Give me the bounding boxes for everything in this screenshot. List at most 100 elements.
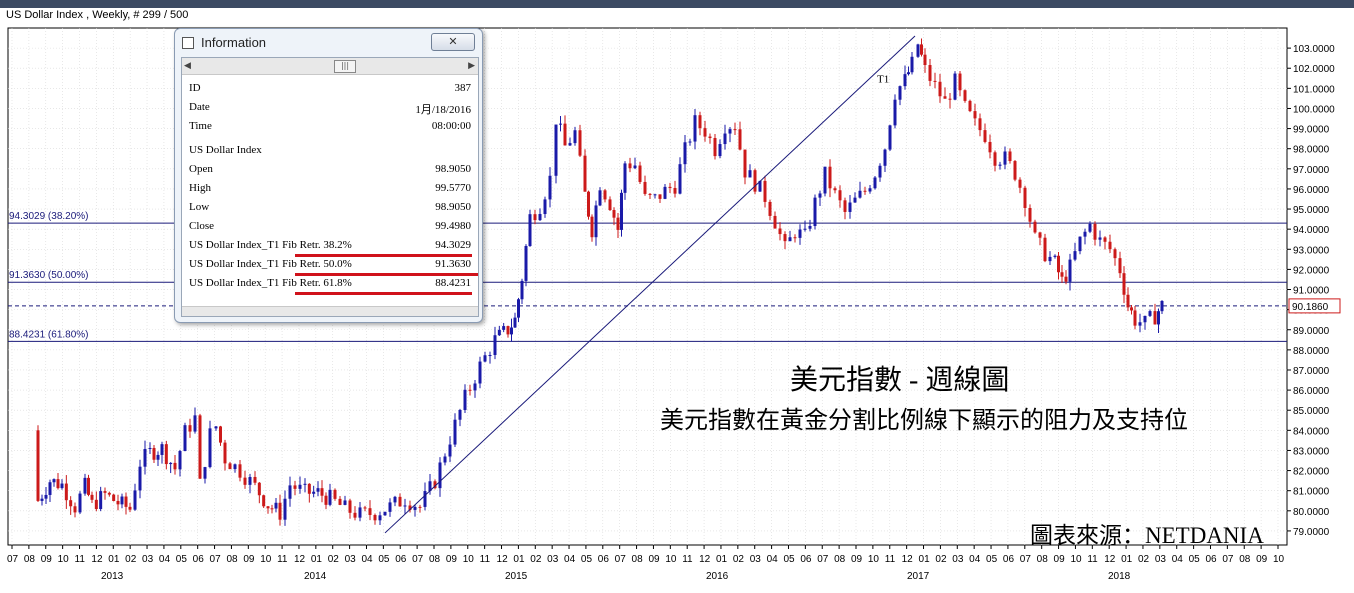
candle-body: [907, 72, 910, 75]
candle-body: [262, 495, 266, 507]
candle-body: [988, 141, 992, 153]
candle-body: [178, 451, 182, 470]
candle-body: [44, 494, 48, 499]
candle-body: [808, 225, 812, 229]
candle-body: [468, 389, 472, 391]
scroll-right-icon[interactable]: ▶: [468, 61, 475, 71]
candle-body: [678, 164, 682, 194]
candle-body: [903, 74, 907, 87]
candle-body: [228, 463, 232, 470]
candle-body: [603, 190, 607, 200]
x-month-label: 05: [783, 554, 795, 565]
candle-body: [823, 166, 827, 194]
x-month-label: 09: [1256, 554, 1268, 565]
info-row-value: 1月/18/2016: [415, 104, 471, 116]
candle-body: [853, 197, 857, 203]
x-month-label: 07: [615, 554, 627, 565]
x-month-label: 09: [1054, 554, 1066, 565]
x-month-label: 12: [294, 554, 306, 565]
x-month-label: 01: [513, 554, 525, 565]
candle-body: [243, 477, 247, 485]
candle-body: [266, 506, 270, 509]
candle-body: [219, 426, 222, 443]
close-button[interactable]: ✕: [431, 33, 475, 51]
x-month-label: 02: [530, 554, 542, 565]
x-month-label: 11: [480, 554, 491, 565]
x-month-label: 06: [193, 554, 205, 565]
y-tick-label: 94.0000: [1293, 225, 1330, 236]
x-month-label: 08: [24, 554, 36, 565]
candle-body: [368, 508, 372, 515]
candle-body: [473, 383, 477, 391]
info-row-key: US Dollar Index_T1 Fib Retr. 38.2%: [189, 239, 352, 251]
candle-body: [283, 498, 287, 520]
x-month-label: 07: [210, 554, 222, 565]
candle-body: [36, 430, 40, 501]
info-row-value: 99.5770: [435, 182, 471, 194]
candle-body: [533, 214, 537, 221]
x-month-label: 06: [395, 554, 407, 565]
candle-body: [993, 152, 997, 166]
x-month-label: 11: [75, 554, 86, 565]
x-month-label: 01: [311, 554, 323, 565]
bottom-scrollbar[interactable]: [182, 306, 478, 316]
x-year-label: 2015: [505, 571, 528, 582]
y-tick-label: 101.0000: [1293, 84, 1335, 95]
x-month-label: 12: [1104, 554, 1116, 565]
current-price-label: 90.1860: [1292, 302, 1329, 313]
candle-body: [270, 508, 274, 510]
candle-body: [493, 335, 497, 356]
info-row-key: High: [189, 182, 211, 194]
x-month-label: 11: [885, 554, 896, 565]
info-row: Date 1月/18/2016: [189, 99, 471, 117]
x-month-label: 10: [868, 554, 880, 565]
scrollbar-thumb[interactable]: |||: [334, 60, 356, 73]
candle-body: [208, 428, 212, 468]
info-row-value: 88.4231: [435, 277, 471, 289]
information-window[interactable]: Information ✕ ◀ ||| ▶ ID 387 Date 1月/18/201…: [174, 28, 483, 323]
candle-body: [963, 90, 967, 101]
candle-body: [928, 65, 932, 81]
candle-body: [293, 485, 297, 489]
y-tick-label: 96.0000: [1293, 185, 1330, 196]
candle-body: [813, 197, 817, 226]
candle-body: [783, 234, 787, 242]
horizontal-scrollbar[interactable]: ◀ ||| ▶: [182, 58, 478, 75]
candle-body: [548, 175, 552, 200]
candle-body: [1083, 231, 1087, 237]
candle-body: [798, 229, 802, 238]
candle-body: [60, 483, 64, 489]
y-tick-label: 89.0000: [1293, 326, 1330, 337]
trend-line-label: T1: [877, 73, 889, 85]
candle-body: [1143, 315, 1147, 323]
x-month-label: 03: [1155, 554, 1167, 565]
y-tick-label: 86.0000: [1293, 386, 1330, 397]
y-tick-label: 85.0000: [1293, 406, 1330, 417]
candle-body: [378, 515, 382, 521]
candle-body: [253, 476, 257, 483]
candle-body: [338, 498, 342, 505]
information-window-header[interactable]: Information ✕: [175, 29, 482, 55]
candle-body: [1078, 236, 1082, 252]
x-month-label: 12: [902, 554, 914, 565]
y-tick-label: 91.0000: [1293, 286, 1330, 297]
x-month-label: 10: [58, 554, 70, 565]
x-month-label: 10: [260, 554, 272, 565]
candle-body: [1160, 300, 1164, 312]
candle-body: [1130, 307, 1133, 311]
candle-body: [458, 410, 462, 420]
overlay-subtitle: 美元指數在黃金分割比例線下顯示的阻力及支持位: [660, 408, 1188, 434]
candle-body: [916, 44, 920, 57]
scroll-left-icon[interactable]: ◀: [184, 61, 191, 71]
x-month-label: 09: [648, 554, 660, 565]
candle-body: [403, 505, 407, 507]
x-month-label: 02: [328, 554, 340, 565]
candle-body: [858, 190, 862, 198]
candle-body: [653, 194, 657, 196]
x-month-label: 10: [463, 554, 475, 565]
x-month-label: 01: [1121, 554, 1133, 565]
x-month-label: 11: [682, 554, 693, 565]
candle-body: [973, 111, 977, 119]
candle-body: [778, 228, 782, 235]
candle-body: [463, 389, 467, 411]
